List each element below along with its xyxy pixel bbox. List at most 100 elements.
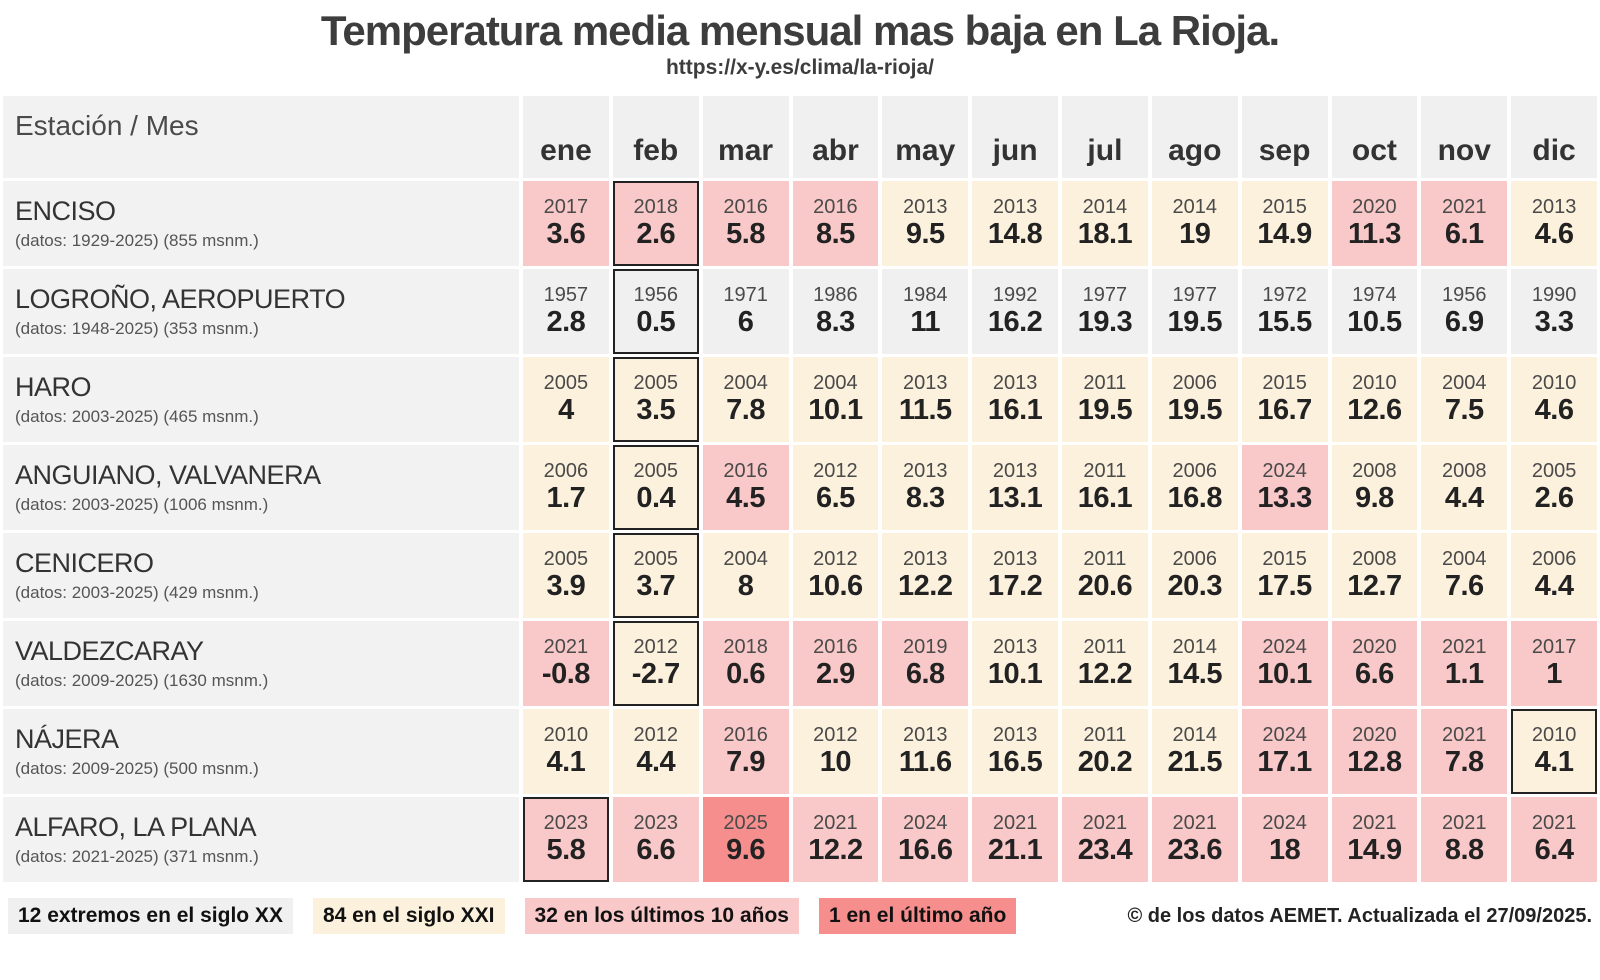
station-details: (datos: 2003-2025) (465 msnm.) [15, 407, 259, 427]
cell-value: 6 [737, 305, 754, 338]
cell-year: 2005 [633, 459, 678, 482]
station-details: (datos: 2009-2025) (500 msnm.) [15, 759, 259, 779]
cell-year: 2011 [1083, 371, 1127, 394]
temp-cell-ago: 2006 19.5 [1151, 357, 1238, 443]
cell-year: 2024 [1262, 459, 1307, 482]
cell-value: 0.6 [726, 657, 765, 690]
cell-year: 2012 [633, 723, 678, 746]
temp-cell-mar: 2016 7.9 [702, 709, 789, 795]
cell-value: 3.9 [546, 569, 586, 602]
cell-value: 4.1 [1534, 745, 1574, 778]
temp-cell-nov: 2021 7.8 [1421, 709, 1508, 795]
cell-year: 1992 [992, 283, 1038, 306]
cell-year: 1990 [1531, 283, 1577, 306]
cell-value: 4.4 [636, 745, 676, 778]
corner-header: Estación / Mes [3, 96, 519, 179]
cell-year: 2010 [1352, 371, 1397, 394]
station-details: (datos: 2021-2025) (371 msnm.) [15, 847, 259, 867]
temp-cell-dic: 2021 6.4 [1511, 797, 1597, 883]
cell-value: 19.5 [1077, 393, 1133, 426]
cell-value: 12.8 [1347, 745, 1402, 778]
temp-cell-nov: 2021 8.8 [1421, 797, 1508, 883]
cell-value: 10.6 [808, 569, 863, 602]
month-header-ago: ago [1151, 96, 1238, 179]
cell-year: 2019 [902, 635, 948, 658]
cell-value: 8.3 [816, 305, 855, 338]
cell-year: 2016 [723, 723, 768, 746]
cell-value: 19 [1179, 217, 1211, 250]
cell-year: 2018 [633, 195, 678, 218]
cell-value: 17.1 [1257, 745, 1312, 778]
temp-cell-feb: 2005 3.5 [612, 357, 699, 443]
cell-year: 2021 [992, 811, 1038, 834]
cell-year: 2024 [1262, 811, 1307, 834]
cell-year: 2021 [1441, 635, 1487, 658]
cell-year: 2005 [633, 371, 678, 394]
cell-value: 7.8 [726, 393, 765, 426]
cell-year: 2004 [723, 547, 768, 570]
cell-year: 2013 [902, 723, 948, 746]
temp-cell-feb: 2023 6.6 [612, 797, 699, 883]
cell-year: 2015 [1262, 547, 1307, 570]
cell-year: 2010 [1531, 371, 1577, 394]
cell-year: 2008 [1441, 459, 1487, 482]
cell-year: 2014 [1172, 635, 1217, 658]
station-cell: LOGROÑO, AEROPUERTO (datos: 1948-2025) (3… [3, 269, 519, 355]
temp-cell-oct: 2008 12.7 [1331, 533, 1418, 619]
cell-value: 7.5 [1444, 393, 1484, 426]
cell-value: 10.1 [1257, 657, 1312, 690]
station-details: (datos: 2003-2025) (429 msnm.) [15, 583, 259, 603]
temp-cell-jun: 2013 17.2 [972, 533, 1058, 619]
station-name: ANGUIANO, VALVANERA [15, 460, 321, 491]
cell-year: 2005 [1531, 459, 1577, 482]
month-header-dic: dic [1511, 96, 1597, 179]
temp-cell-dic: 2006 4.4 [1511, 533, 1597, 619]
cell-year: 2012 [633, 635, 678, 658]
temp-cell-sep: 2015 17.5 [1241, 533, 1328, 619]
cell-year: 1977 [1172, 283, 1217, 306]
cell-year: 2020 [1352, 723, 1397, 746]
cell-value: 9.8 [1355, 481, 1394, 514]
cell-year: 1986 [813, 283, 858, 306]
cell-year: 2020 [1352, 195, 1397, 218]
cell-year: 2021 [1441, 723, 1487, 746]
cell-year: 2021 [1531, 811, 1577, 834]
cell-year: 1956 [1441, 283, 1487, 306]
temp-cell-nov: 2008 4.4 [1421, 445, 1508, 531]
temp-cell-jul: 2011 20.2 [1062, 709, 1148, 795]
cell-year: 2016 [813, 195, 858, 218]
cell-year: 1977 [1082, 283, 1128, 306]
cell-value: 4.4 [1534, 569, 1574, 602]
cell-value: 23.6 [1167, 833, 1223, 866]
temp-cell-oct: 2020 11.3 [1331, 181, 1418, 267]
cell-value: 18.1 [1077, 217, 1133, 250]
cell-value: 10.1 [808, 393, 863, 426]
temp-cell-jun: 2013 10.1 [972, 621, 1058, 707]
temp-cell-feb: 2012 -2.7 [612, 621, 699, 707]
temp-cell-nov: 2004 7.5 [1421, 357, 1508, 443]
temp-cell-mar: 2018 0.6 [702, 621, 789, 707]
cell-value: 6.5 [816, 481, 855, 514]
temp-cell-dic: 2010 4.1 [1511, 709, 1597, 795]
month-header-nov: nov [1421, 96, 1508, 179]
temp-cell-mar: 2004 8 [702, 533, 789, 619]
cell-year: 2010 [543, 723, 589, 746]
cell-year: 2016 [813, 635, 858, 658]
temp-cell-jun: 2021 21.1 [972, 797, 1058, 883]
temp-cell-jul: 2011 16.1 [1062, 445, 1148, 531]
legend-item-last10: 32 en los últimos 10 años [524, 898, 799, 935]
cell-year: 2017 [1531, 635, 1577, 658]
temp-cell-ene: 2021 -0.8 [523, 621, 609, 707]
temp-cell-sep: 2015 16.7 [1241, 357, 1328, 443]
cell-year: 2013 [1531, 195, 1577, 218]
cell-year: 2025 [723, 811, 768, 834]
cell-year: 2016 [723, 195, 768, 218]
temp-cell-ago: 2014 19 [1151, 181, 1238, 267]
temp-cell-nov: 2021 6.1 [1421, 181, 1508, 267]
temp-cell-may: 2013 9.5 [882, 181, 969, 267]
temp-cell-jul: 2011 12.2 [1062, 621, 1148, 707]
temp-cell-oct: 2021 14.9 [1331, 797, 1418, 883]
legend: 12 extremos en el siglo XX 84 en el siglo… [8, 898, 1017, 935]
station-details: (datos: 2009-2025) (1630 msnm.) [15, 671, 269, 691]
temp-cell-jul: 2011 19.5 [1062, 357, 1148, 443]
